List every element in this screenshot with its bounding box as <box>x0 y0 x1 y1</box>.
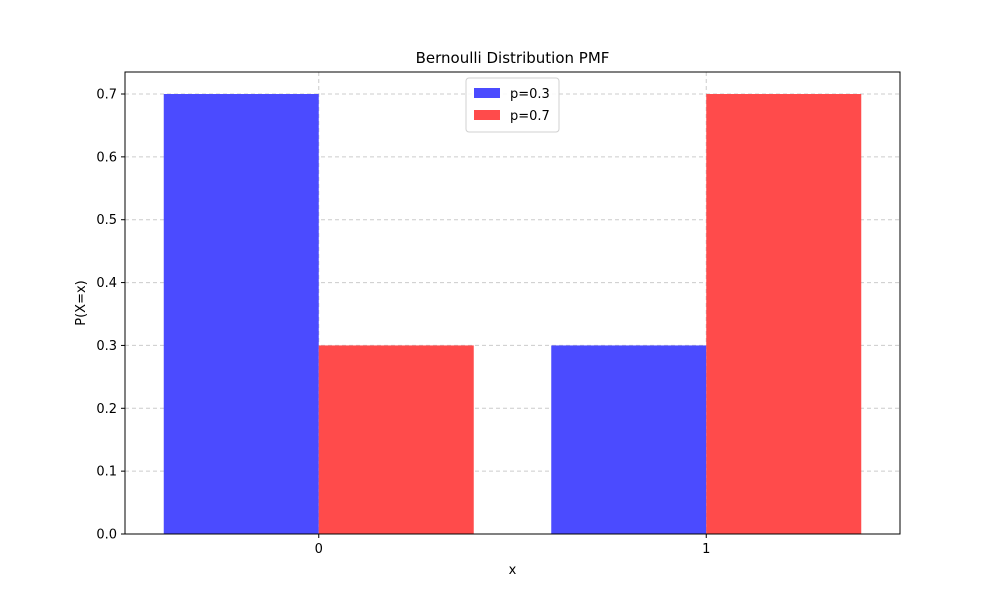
y-axis-label: P(X=x) <box>74 280 89 325</box>
legend-swatch <box>474 110 500 120</box>
x-tick-label: 0 <box>315 542 323 557</box>
plot-frame <box>124 71 901 535</box>
y-tick-label: 0.4 <box>96 276 117 291</box>
bar-p03-x1 <box>551 345 707 534</box>
bar-p03-x0 <box>163 94 319 534</box>
bar-p07-x1 <box>706 94 862 534</box>
legend: p=0.3 p=0.7 <box>465 77 560 133</box>
y-tick-label: 0.1 <box>96 465 117 480</box>
y-tick-label: 0.2 <box>96 402 117 417</box>
y-tick-label: 0.0 <box>96 528 117 543</box>
chart-title: Bernoulli Distribution PMF <box>416 49 610 67</box>
y-tick-label: 0.3 <box>96 339 117 354</box>
y-tick-label: 0.5 <box>96 213 117 228</box>
legend-label: p=0.7 <box>510 109 550 124</box>
y-axis: 0.0 0.1 0.2 0.3 0.4 0.5 0.6 0.7 <box>96 88 125 543</box>
bar-p07-x0 <box>318 345 474 534</box>
y-tick-label: 0.6 <box>96 150 117 165</box>
x-axis-label: x <box>509 563 517 578</box>
legend-label: p=0.3 <box>510 87 550 102</box>
y-tick-label: 0.7 <box>96 88 117 103</box>
x-tick-label: 1 <box>702 542 710 557</box>
legend-swatch <box>474 88 500 98</box>
bars <box>163 94 862 534</box>
